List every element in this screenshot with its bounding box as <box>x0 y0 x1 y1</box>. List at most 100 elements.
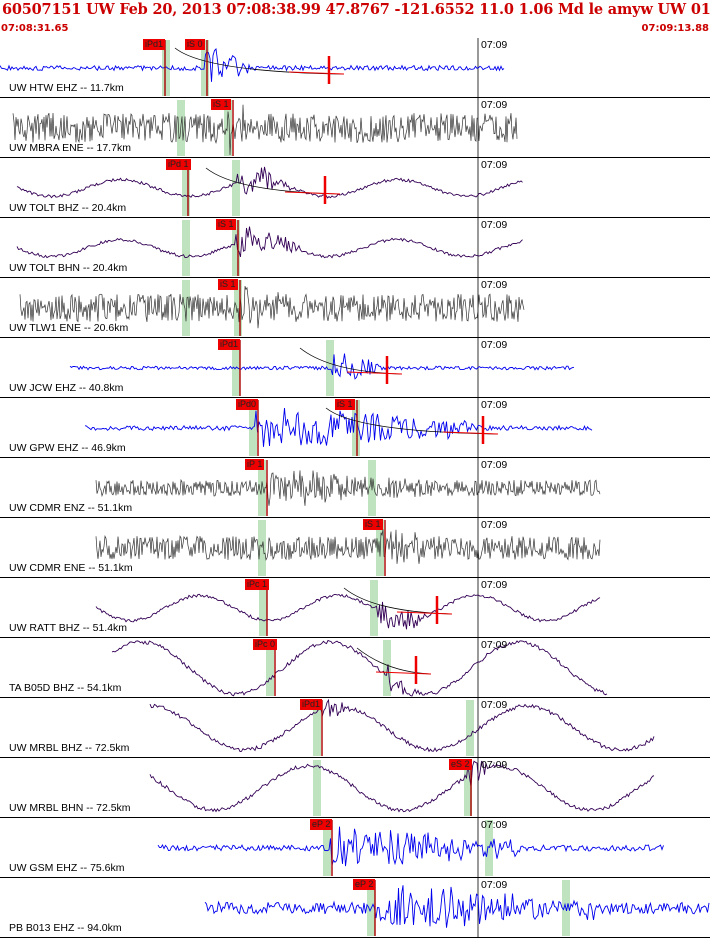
pick-window <box>485 820 493 876</box>
pick-window <box>258 460 266 516</box>
station-label: UW TLW1 ENE -- 20.6km <box>9 322 129 334</box>
phase-pick-tag[interactable]: iPd 1 <box>166 159 191 170</box>
seismogram-panel[interactable] <box>0 38 710 98</box>
station-label: UW HTW EHZ -- 11.7km <box>9 82 124 94</box>
event-header: 60507151 UW Feb 20, 2013 07:08:38.99 47.… <box>0 0 710 40</box>
seismogram-panel[interactable] <box>0 518 710 578</box>
waveform-trace[interactable] <box>95 593 601 630</box>
seismogram-panel[interactable] <box>0 458 710 518</box>
coda-fit-line <box>284 191 341 195</box>
pick-window <box>313 700 321 756</box>
time-mark-label: 07:09 <box>481 99 508 111</box>
waveform-canvas <box>0 38 710 938</box>
phase-pick-tag[interactable]: iS 1 <box>216 219 236 230</box>
waveform-trace[interactable] <box>84 408 593 447</box>
time-mark-label: 07:09 <box>481 399 508 411</box>
waveform-trace[interactable] <box>149 760 655 813</box>
pick-window <box>259 580 267 636</box>
pick-window <box>182 280 190 336</box>
time-mark-label: 07:09 <box>481 39 508 51</box>
seismogram-panel[interactable] <box>0 758 710 818</box>
phase-pick-tag[interactable]: iS 0 <box>185 39 205 50</box>
phase-pick-tag[interactable]: iPd1 <box>300 699 323 710</box>
waveform-trace[interactable] <box>204 885 710 928</box>
waveform-trace[interactable] <box>16 166 523 199</box>
station-label: UW CDMR ENZ -- 51.1km <box>9 502 133 514</box>
seismogram-panel[interactable] <box>0 158 710 218</box>
time-mark-label: 07:09 <box>481 519 508 531</box>
pick-window <box>464 760 472 816</box>
pick-window <box>182 220 190 276</box>
waveform-trace[interactable] <box>95 529 601 564</box>
pick-window <box>234 280 242 336</box>
pick-window <box>313 760 321 816</box>
seismogram-panel[interactable] <box>0 278 710 338</box>
coda-fit-curve <box>205 167 341 195</box>
waveform-trace[interactable] <box>16 226 523 259</box>
waveform-trace[interactable] <box>149 698 655 753</box>
seismogram-panel[interactable] <box>0 638 710 698</box>
seismogram-panels: UW HTW EHZ -- 11.7km 07:09 iPd1 iS 0 UW MBRA… <box>0 38 710 938</box>
coda-fit-curve <box>174 47 345 75</box>
waveform-trace[interactable] <box>111 639 608 697</box>
phase-pick-tag[interactable]: eS 2 <box>449 759 472 770</box>
station-label: UW TOLT BHZ -- 20.4km <box>9 202 127 214</box>
time-mark-label: 07:09 <box>481 339 508 351</box>
time-mark-label: 07:09 <box>481 879 508 891</box>
station-label: UW RATT BHZ -- 51.4km <box>9 622 128 634</box>
time-mark-label: 07:09 <box>481 579 508 591</box>
phase-pick-tag[interactable]: iPd1 <box>143 39 166 50</box>
coda-fit-line <box>346 371 403 375</box>
phase-pick-tag[interactable]: eP 2 <box>353 879 376 890</box>
coda-fit-line <box>288 71 345 75</box>
pick-window <box>258 520 266 576</box>
phase-pick-tag[interactable]: iS 1 <box>363 519 383 530</box>
seismogram-panel[interactable] <box>0 398 710 458</box>
waveform-trace[interactable] <box>69 353 575 380</box>
waveform-trace[interactable] <box>157 826 664 867</box>
time-mark-label: 07:09 <box>481 279 508 291</box>
time-mark-label: 07:09 <box>481 759 508 771</box>
pick-window <box>466 700 474 756</box>
seismogram-panel[interactable] <box>0 338 710 398</box>
phase-pick-tag[interactable]: iS 1 <box>335 399 355 410</box>
pick-window <box>232 220 240 276</box>
waveform-trace[interactable] <box>95 470 601 506</box>
seismogram-panel[interactable] <box>0 698 710 758</box>
time-mark-label: 07:09 <box>481 459 508 471</box>
event-title: 60507151 UW Feb 20, 2013 07:08:38.99 47.… <box>2 1 710 18</box>
pick-window <box>383 640 391 696</box>
pick-window <box>323 820 331 876</box>
coda-fit-line <box>442 431 499 435</box>
time-mark-label: 07:09 <box>481 219 508 231</box>
phase-pick-tag[interactable]: eP 2 <box>310 819 333 830</box>
waveform-trace[interactable] <box>12 104 518 156</box>
phase-pick-tag[interactable]: iS 1 <box>218 279 238 290</box>
phase-pick-tag[interactable]: iPc 1 <box>245 579 270 590</box>
phase-pick-tag[interactable]: iPc 0 <box>253 639 278 650</box>
station-label: UW GSM EHZ -- 75.6km <box>9 862 125 874</box>
pick-window <box>370 580 378 636</box>
window-start-time: 07:08:31.65 <box>1 23 69 34</box>
phase-pick-tag[interactable]: iS 1 <box>211 99 231 110</box>
pick-window <box>201 40 209 96</box>
pick-window <box>182 160 190 216</box>
waveform-trace[interactable] <box>0 48 505 82</box>
station-label: TA B05D BHZ -- 54.1km <box>9 682 122 694</box>
seismogram-panel[interactable] <box>0 218 710 278</box>
phase-pick-tag[interactable]: iP 1 <box>245 459 265 470</box>
seismogram-panel[interactable] <box>0 578 710 638</box>
pick-window <box>376 520 384 576</box>
coda-fit-line <box>375 671 432 675</box>
coda-fit-line <box>396 611 453 615</box>
window-end-time: 07:09:13.88 <box>641 23 709 34</box>
time-mark-label: 07:09 <box>481 819 508 831</box>
pick-window <box>326 340 334 396</box>
waveform-trace[interactable] <box>19 285 525 329</box>
station-label: UW CDMR ENE -- 51.1km <box>9 562 133 574</box>
phase-pick-tag[interactable]: iPd0 <box>236 399 259 410</box>
seismogram-panel[interactable] <box>0 98 710 158</box>
pick-window <box>232 160 240 216</box>
station-label: UW MRBL BHN -- 72.5km <box>9 802 131 814</box>
phase-pick-tag[interactable]: iPd1 <box>218 339 241 350</box>
